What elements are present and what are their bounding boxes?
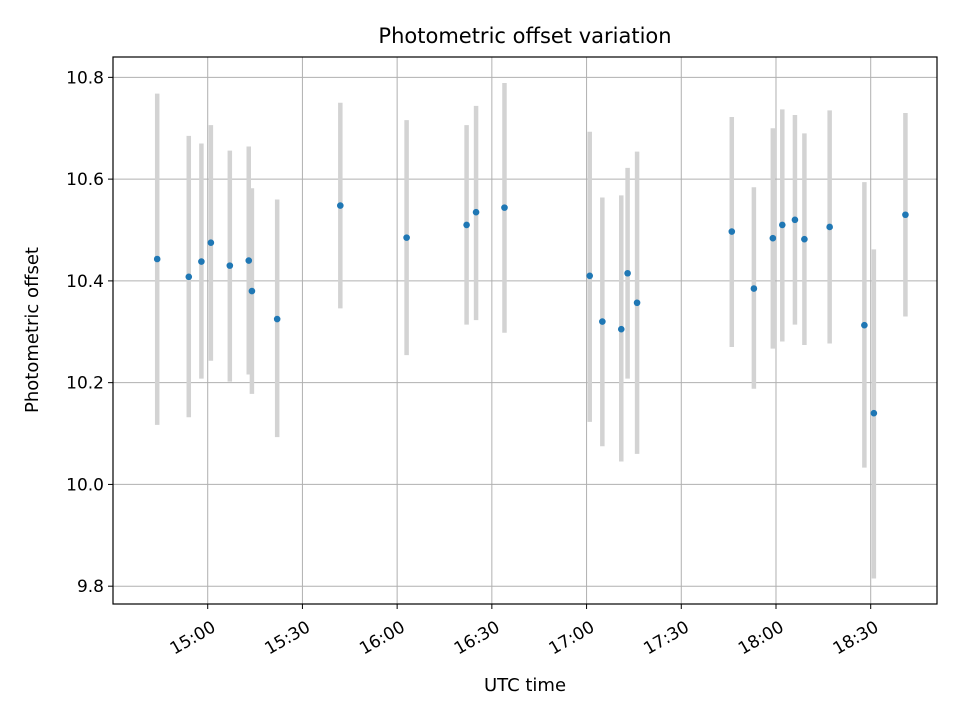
data-point <box>248 287 256 295</box>
plot-frame <box>112 56 938 605</box>
y-tick-label: 10.8 <box>66 68 104 88</box>
y-tick-label: 10.4 <box>66 272 104 292</box>
y-tick-label: 9.8 <box>77 577 104 597</box>
data-point <box>472 208 480 216</box>
data-point <box>801 235 808 243</box>
data-point <box>902 211 909 219</box>
y-axis-title: Photometric offset <box>22 247 43 413</box>
data-point <box>599 318 606 325</box>
data-point <box>826 223 833 231</box>
y-tick-label: 10.2 <box>66 374 104 394</box>
data-points <box>153 202 909 417</box>
data-point <box>624 269 631 277</box>
data-point <box>779 221 786 229</box>
data-point <box>463 221 470 229</box>
data-point <box>633 299 641 307</box>
data-point <box>403 234 410 241</box>
data-point <box>153 255 161 263</box>
data-point <box>769 234 777 242</box>
data-point <box>226 262 234 269</box>
data-point <box>207 239 215 247</box>
data-point <box>501 204 508 211</box>
y-tick-label: 10.6 <box>66 170 104 190</box>
chart-title: Photometric offset variation <box>378 24 671 48</box>
y-tick-label: 10.0 <box>66 475 104 495</box>
data-point <box>870 409 878 417</box>
data-point <box>245 257 253 264</box>
data-point <box>728 228 736 235</box>
x-axis-title: UTC time <box>484 675 566 696</box>
data-point <box>791 216 799 224</box>
data-point <box>273 315 281 323</box>
data-point <box>617 325 625 333</box>
data-point <box>198 258 205 265</box>
data-point <box>861 321 868 329</box>
data-point <box>750 285 758 292</box>
data-point <box>185 273 193 281</box>
data-point <box>586 272 594 280</box>
data-point <box>337 202 344 209</box>
